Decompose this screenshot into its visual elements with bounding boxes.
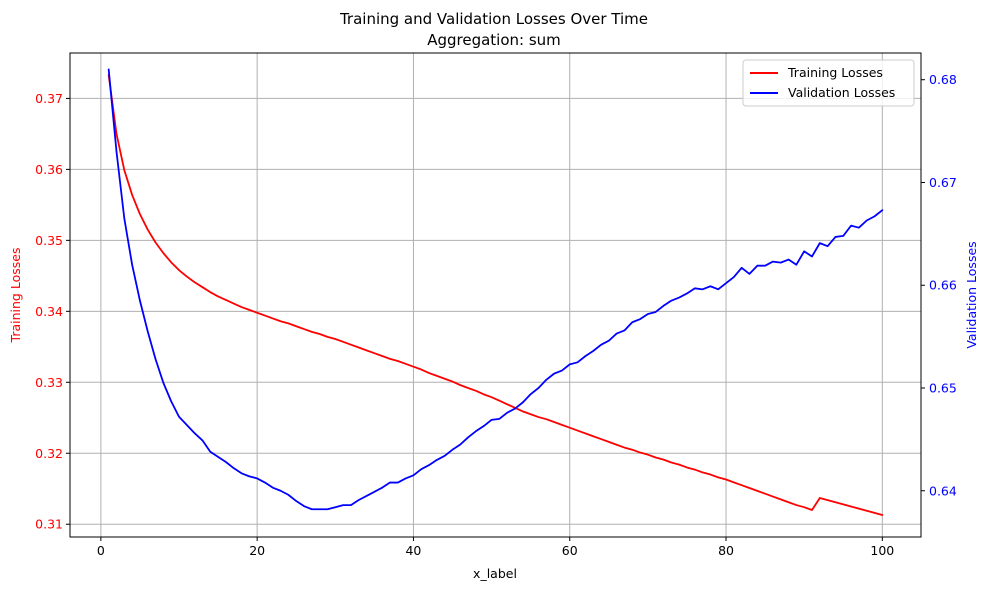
- x-tick-label: 20: [249, 543, 265, 558]
- left-y-tick-label: 0.34: [35, 304, 63, 319]
- left-y-axis-label: Training Losses: [8, 248, 23, 344]
- right-y-tick-label: 0.66: [929, 278, 957, 293]
- left-y-tick-label: 0.36: [35, 162, 63, 177]
- legend-label-training: Training Losses: [787, 65, 883, 80]
- left-y-tick-label: 0.37: [35, 91, 63, 106]
- right-y-tick-label: 0.65: [929, 380, 957, 395]
- left-y-tick-label: 0.35: [35, 233, 63, 248]
- x-tick-label: 40: [405, 543, 421, 558]
- left-y-tick-label: 0.32: [35, 446, 63, 461]
- right-y-tick-label: 0.64: [929, 483, 957, 498]
- x-tick-label: 60: [562, 543, 578, 558]
- training-losses-line: [107, 74, 884, 516]
- series-lines: [107, 68, 884, 516]
- x-tick-label: 0: [97, 543, 105, 558]
- validation-losses-line: [107, 68, 884, 511]
- chart-subtitle: Aggregation: sum: [427, 31, 561, 49]
- left-y-axis-ticks: 0.31 0.32 0.33 0.34 0.35 0.36 0.37: [35, 91, 70, 532]
- right-y-axis-ticks: 0.64 0.65 0.66 0.67 0.68: [921, 72, 957, 498]
- x-axis-label: x_label: [473, 566, 517, 581]
- plot-frame: [69, 52, 922, 538]
- chart-title: Training and Validation Losses Over Time: [339, 10, 648, 28]
- x-tick-label: 100: [870, 543, 894, 558]
- right-y-axis-label: Validation Losses: [964, 241, 979, 348]
- legend-label-validation: Validation Losses: [788, 85, 895, 100]
- legend: Training Losses Validation Losses: [742, 59, 915, 107]
- left-y-tick-label: 0.31: [35, 517, 63, 532]
- x-axis-ticks: 0 20 40 60 80 100: [97, 537, 894, 558]
- x-tick-label: 80: [718, 543, 734, 558]
- legend-box: [742, 59, 915, 107]
- left-y-tick-label: 0.33: [35, 375, 63, 390]
- right-y-tick-label: 0.67: [929, 175, 957, 190]
- right-y-tick-label: 0.68: [929, 72, 957, 87]
